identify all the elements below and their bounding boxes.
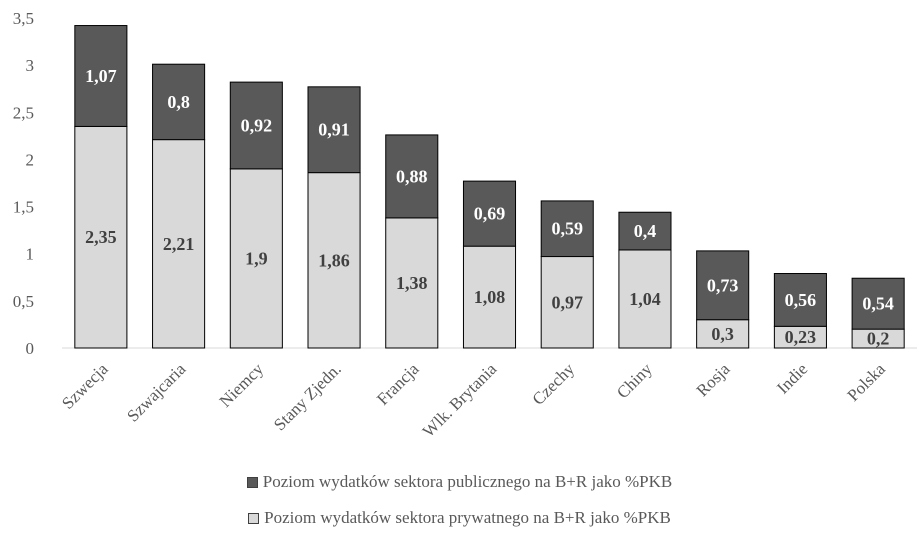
- x-tick-label: Indie: [773, 359, 811, 397]
- legend-label: Poziom wydatków sektora publicznego na B…: [262, 472, 673, 491]
- data-label: 1,08: [474, 287, 506, 307]
- bar-public: [851, 277, 905, 330]
- y-tick-label: 3: [26, 56, 35, 75]
- x-tick-label: Chiny: [613, 359, 656, 402]
- y-tick-label: 2,5: [13, 103, 34, 122]
- bar-private: [229, 168, 283, 349]
- y-tick-label: 1: [26, 245, 35, 264]
- y-tick-label: 3,5: [13, 9, 34, 28]
- data-label: 2,35: [85, 227, 117, 247]
- bar-private: [462, 245, 517, 349]
- data-label: 0,88: [396, 166, 428, 186]
- x-tick-label: Polska: [843, 359, 889, 405]
- bar-private: [618, 249, 672, 349]
- data-label: 0,3: [711, 324, 734, 344]
- bar-public: [152, 63, 206, 141]
- bar-public: [229, 81, 283, 170]
- bar-public: [385, 134, 439, 219]
- data-label: 0,56: [785, 290, 817, 310]
- y-tick-label: 0: [26, 339, 35, 358]
- data-label: 0,91: [318, 120, 350, 140]
- bar-private: [540, 256, 594, 349]
- x-tick-label: Rosja: [693, 359, 734, 400]
- legend-item: Poziom wydatków sektora publicznego na B…: [0, 472, 919, 492]
- bar-public: [462, 180, 517, 247]
- x-tick-label: Stany Zjedn.: [270, 359, 345, 434]
- x-tick-label: Wlk. Brytania: [419, 359, 501, 441]
- legend-item: Poziom wydatków sektora prywatnego na B+…: [0, 508, 919, 528]
- bar-public: [696, 250, 750, 321]
- x-tick-label: Szwecja: [58, 359, 112, 413]
- y-tick-label: 0,5: [13, 292, 34, 311]
- bar-public: [618, 211, 672, 251]
- data-label: 1,38: [396, 273, 428, 293]
- x-tick-label: Czechy: [529, 359, 579, 409]
- data-label: 0,4: [634, 221, 657, 241]
- data-label: 0,8: [167, 92, 190, 112]
- data-label: 1,04: [629, 289, 661, 309]
- data-label: 1,9: [245, 248, 268, 268]
- data-label: 0,2: [867, 329, 890, 349]
- data-label: 1,07: [85, 66, 117, 86]
- legend-swatch: [246, 476, 258, 488]
- data-label: 0,97: [551, 292, 583, 312]
- bar-private: [74, 125, 128, 349]
- bar-private: [307, 172, 361, 349]
- x-tick-label: Francja: [373, 359, 423, 409]
- bar-public: [307, 86, 361, 174]
- x-tick-label: Szwajcaria: [123, 359, 189, 425]
- bar-private: [696, 319, 750, 349]
- bar-public: [773, 273, 827, 327]
- data-label: 0,73: [707, 275, 739, 295]
- data-label: 0,59: [551, 219, 583, 239]
- bar-public: [74, 25, 128, 127]
- data-label: 2,21: [163, 234, 195, 254]
- data-label: 0,23: [785, 327, 817, 347]
- data-label: 0,54: [862, 294, 894, 314]
- bar-private: [385, 217, 439, 349]
- data-label: 0,69: [474, 204, 506, 224]
- y-tick-label: 1,5: [13, 198, 34, 217]
- data-label: 1,86: [318, 250, 350, 270]
- y-tick-label: 2: [26, 150, 35, 169]
- bar-public: [540, 200, 594, 258]
- legend-label: Poziom wydatków sektora prywatnego na B+…: [264, 508, 671, 527]
- legend-swatch: [248, 512, 260, 524]
- x-tick-label: Niemcy: [216, 359, 268, 411]
- data-label: 0,92: [241, 115, 273, 135]
